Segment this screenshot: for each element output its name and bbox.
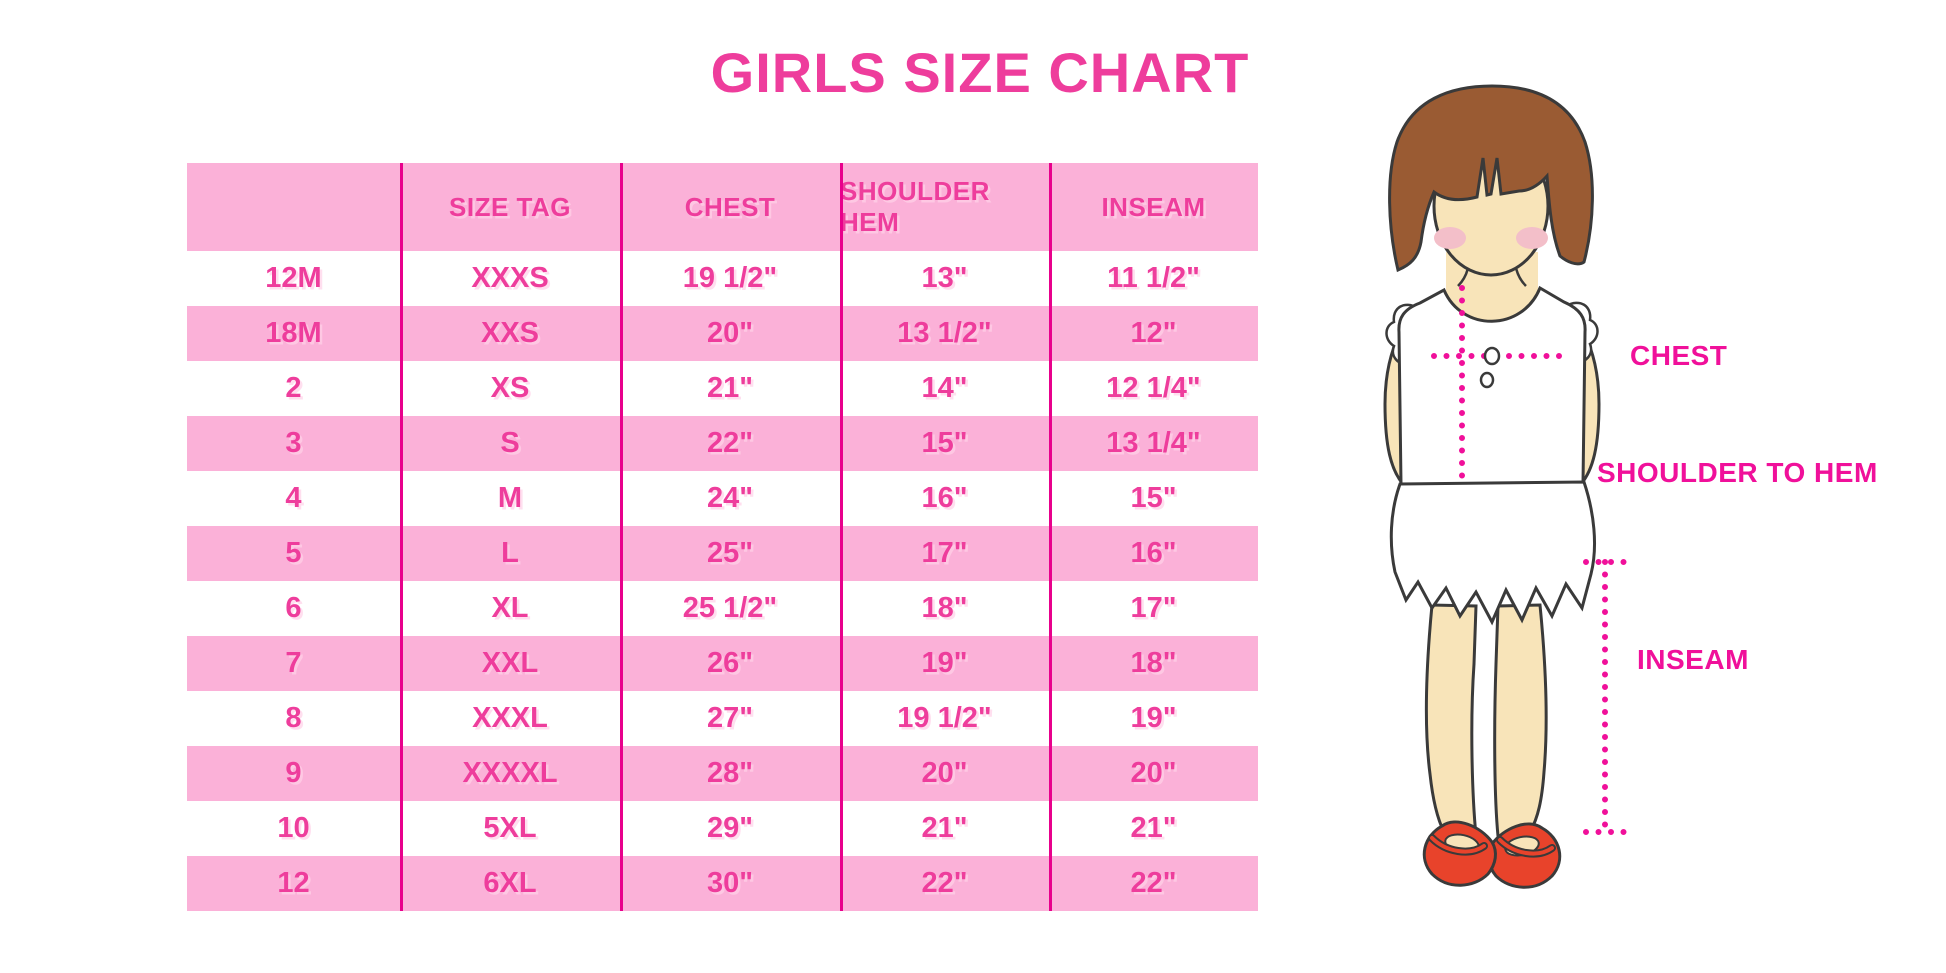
red-shoes [1422, 820, 1562, 889]
chest-cell: 21" [620, 361, 840, 416]
size-tag-cell: 5XL [400, 801, 620, 856]
inseam-cell: 12 1/4" [1049, 361, 1258, 416]
chest-cell: 28" [620, 746, 840, 801]
header-cell: CHEST [620, 163, 840, 251]
shoulder-hem-cell: 19 1/2" [840, 691, 1049, 746]
size-table: SIZE TAG CHEST SHOULDER HEM INSEAM 12M XXXS 19… [187, 163, 1258, 911]
size-cell: 10 [187, 801, 400, 856]
inseam-cell: 22" [1049, 856, 1258, 911]
inseam-cell: 12" [1049, 306, 1258, 361]
size-tag-cell: XXXXL [400, 746, 620, 801]
size-cell: 7 [187, 636, 400, 691]
header-cell: SIZE TAG [400, 163, 620, 251]
shoulder-hem-cell: 20" [840, 746, 1049, 801]
size-tag-cell: M [400, 471, 620, 526]
size-tag-cell: S [400, 416, 620, 471]
chest-cell: 30" [620, 856, 840, 911]
size-tag-cell: XXS [400, 306, 620, 361]
size-cell: 4 [187, 471, 400, 526]
blush-left [1434, 227, 1466, 249]
header-cell: INSEAM [1049, 163, 1258, 251]
size-cell: 8 [187, 691, 400, 746]
right-leg [1493, 603, 1548, 838]
chest-cell: 24" [620, 471, 840, 526]
chest-measurement-label: CHEST [1630, 340, 1728, 371]
size-cell: 9 [187, 746, 400, 801]
inseam-cell: 13 1/4" [1049, 416, 1258, 471]
hair [1388, 84, 1594, 273]
size-tag-cell: XXXS [400, 251, 620, 306]
inseam-cell: 16" [1049, 526, 1258, 581]
shoulder-hem-cell: 13" [840, 251, 1049, 306]
shoulder-hem-cell: 13 1/2" [840, 306, 1049, 361]
shoulder-hem-cell: 18" [840, 581, 1049, 636]
chest-cell: 20" [620, 306, 840, 361]
chest-cell: 29" [620, 801, 840, 856]
size-cell: 6 [187, 581, 400, 636]
shoulder-hem-cell: 19" [840, 636, 1049, 691]
inseam-cell: 15" [1049, 471, 1258, 526]
chest-cell: 25" [620, 526, 840, 581]
column-separator [1049, 163, 1052, 911]
inseam-cell: 17" [1049, 581, 1258, 636]
inseam-cell: 11 1/2" [1049, 251, 1258, 306]
header-cell: SHOULDER HEM [840, 163, 1049, 251]
inseam-cell: 21" [1049, 801, 1258, 856]
shoulder-hem-cell: 15" [840, 416, 1049, 471]
chest-cell: 27" [620, 691, 840, 746]
size-cell: 5 [187, 526, 400, 581]
size-tag-cell: XXL [400, 636, 620, 691]
chest-cell: 25 1/2" [620, 581, 840, 636]
shoulder-hem-cell: 16" [840, 471, 1049, 526]
size-tag-cell: L [400, 526, 620, 581]
left-leg [1424, 603, 1478, 838]
size-table-grid: SIZE TAG CHEST SHOULDER HEM INSEAM 12M XXXS 19… [187, 163, 1258, 911]
column-separator [400, 163, 403, 911]
inseam-cell: 19" [1049, 691, 1258, 746]
size-cell: 18M [187, 306, 400, 361]
column-separator [840, 163, 843, 911]
shoulder-hem-cell: 21" [840, 801, 1049, 856]
chest-cell: 19 1/2" [620, 251, 840, 306]
bodice [1397, 285, 1587, 486]
inseam-cell: 20" [1049, 746, 1258, 801]
button-top [1483, 346, 1501, 366]
chest-cell: 22" [620, 416, 840, 471]
shoulder-hem-cell: 17" [840, 526, 1049, 581]
size-cell: 12 [187, 856, 400, 911]
button-bottom [1479, 371, 1495, 389]
inseam-cell: 18" [1049, 636, 1258, 691]
size-cell: 3 [187, 416, 400, 471]
chest-cell: 26" [620, 636, 840, 691]
size-tag-cell: XL [400, 581, 620, 636]
column-separator [620, 163, 623, 911]
shoulder-hem-cell: 14" [840, 361, 1049, 416]
shoulder-to-hem-measurement-label: SHOULDER TO HEM [1597, 457, 1878, 488]
skirt [1389, 480, 1596, 626]
size-tag-cell: 6XL [400, 856, 620, 911]
girl-measurement-illustration [1383, 84, 1629, 889]
size-cell: 2 [187, 361, 400, 416]
size-cell: 12M [187, 251, 400, 306]
blush-right [1516, 227, 1548, 249]
header-cell [187, 163, 400, 251]
shoulder-hem-cell: 22" [840, 856, 1049, 911]
size-tag-cell: XS [400, 361, 620, 416]
size-tag-cell: XXXL [400, 691, 620, 746]
page-title: GIRLS SIZE CHART [710, 41, 1250, 104]
inseam-measurement-label: INSEAM [1637, 644, 1749, 675]
